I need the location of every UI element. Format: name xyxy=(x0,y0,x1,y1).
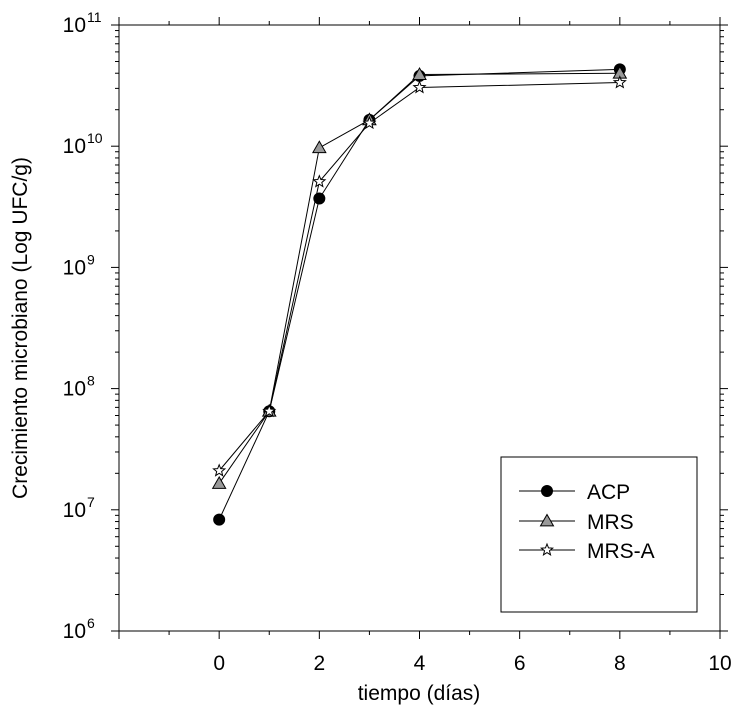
y-tick-label-exponent: 11 xyxy=(87,9,102,25)
legend-marker-mrs-a xyxy=(539,542,555,556)
series-acp xyxy=(213,63,626,526)
data-point-mrs-a xyxy=(362,115,377,130)
legend-marker-mrs xyxy=(539,513,555,527)
x-axis-label: tiempo (días) xyxy=(358,682,481,705)
data-point-mrs xyxy=(211,475,227,489)
x-tick-label: 10 xyxy=(708,652,731,675)
x-tick-label: 6 xyxy=(514,652,526,675)
legend-marker-acp xyxy=(541,485,553,497)
x-axis-ticks: 0 2 4 6 8 10 xyxy=(118,17,732,675)
series-mrs-a xyxy=(212,75,627,477)
data-point-acp xyxy=(213,513,226,526)
y-tick-label: 10 xyxy=(63,135,86,158)
y-tick-label: 10 xyxy=(63,378,86,401)
series-line-acp xyxy=(218,68,620,520)
series-line-mrs xyxy=(218,72,620,484)
series-mrs xyxy=(211,65,628,489)
data-point-mrs xyxy=(412,67,427,80)
data-point-mrs xyxy=(311,140,327,154)
x-tick-label: 2 xyxy=(313,652,325,675)
data-point-mrs-a xyxy=(262,403,277,418)
y-tick-label-exponent: 8 xyxy=(87,373,95,389)
y-tick-label: 10 xyxy=(63,14,86,37)
legend-label-mrs-a: MRS-A xyxy=(587,540,655,563)
data-point-mrs-a xyxy=(612,75,627,89)
x-tick-label: 8 xyxy=(614,652,626,675)
data-point-mrs-a xyxy=(212,463,227,477)
legend: ACP MRS MRS-A xyxy=(500,456,698,613)
series-line-mrs-a xyxy=(218,82,620,472)
y-tick-label-exponent: 6 xyxy=(87,615,95,631)
series-layer xyxy=(211,63,628,526)
y-tick-label-exponent: 7 xyxy=(87,494,95,510)
x-tick-label: 0 xyxy=(213,652,225,675)
y-tick-label-exponent: 9 xyxy=(87,251,95,267)
y-tick-label: 10 xyxy=(63,499,86,522)
y-tick-label-exponent: 10 xyxy=(87,130,103,146)
data-point-mrs-a xyxy=(412,80,427,94)
y-axis-label: Crecimiento microbiano (Log UFC/g) xyxy=(9,157,32,499)
y-tick-label: 10 xyxy=(63,620,86,643)
legend-label-mrs: MRS xyxy=(587,511,634,534)
data-point-mrs-a xyxy=(312,174,327,188)
y-tick-label: 10 xyxy=(63,256,86,279)
legend-label-acp: ACP xyxy=(587,481,630,504)
x-tick-label: 4 xyxy=(414,652,426,675)
legend-box xyxy=(500,456,698,613)
